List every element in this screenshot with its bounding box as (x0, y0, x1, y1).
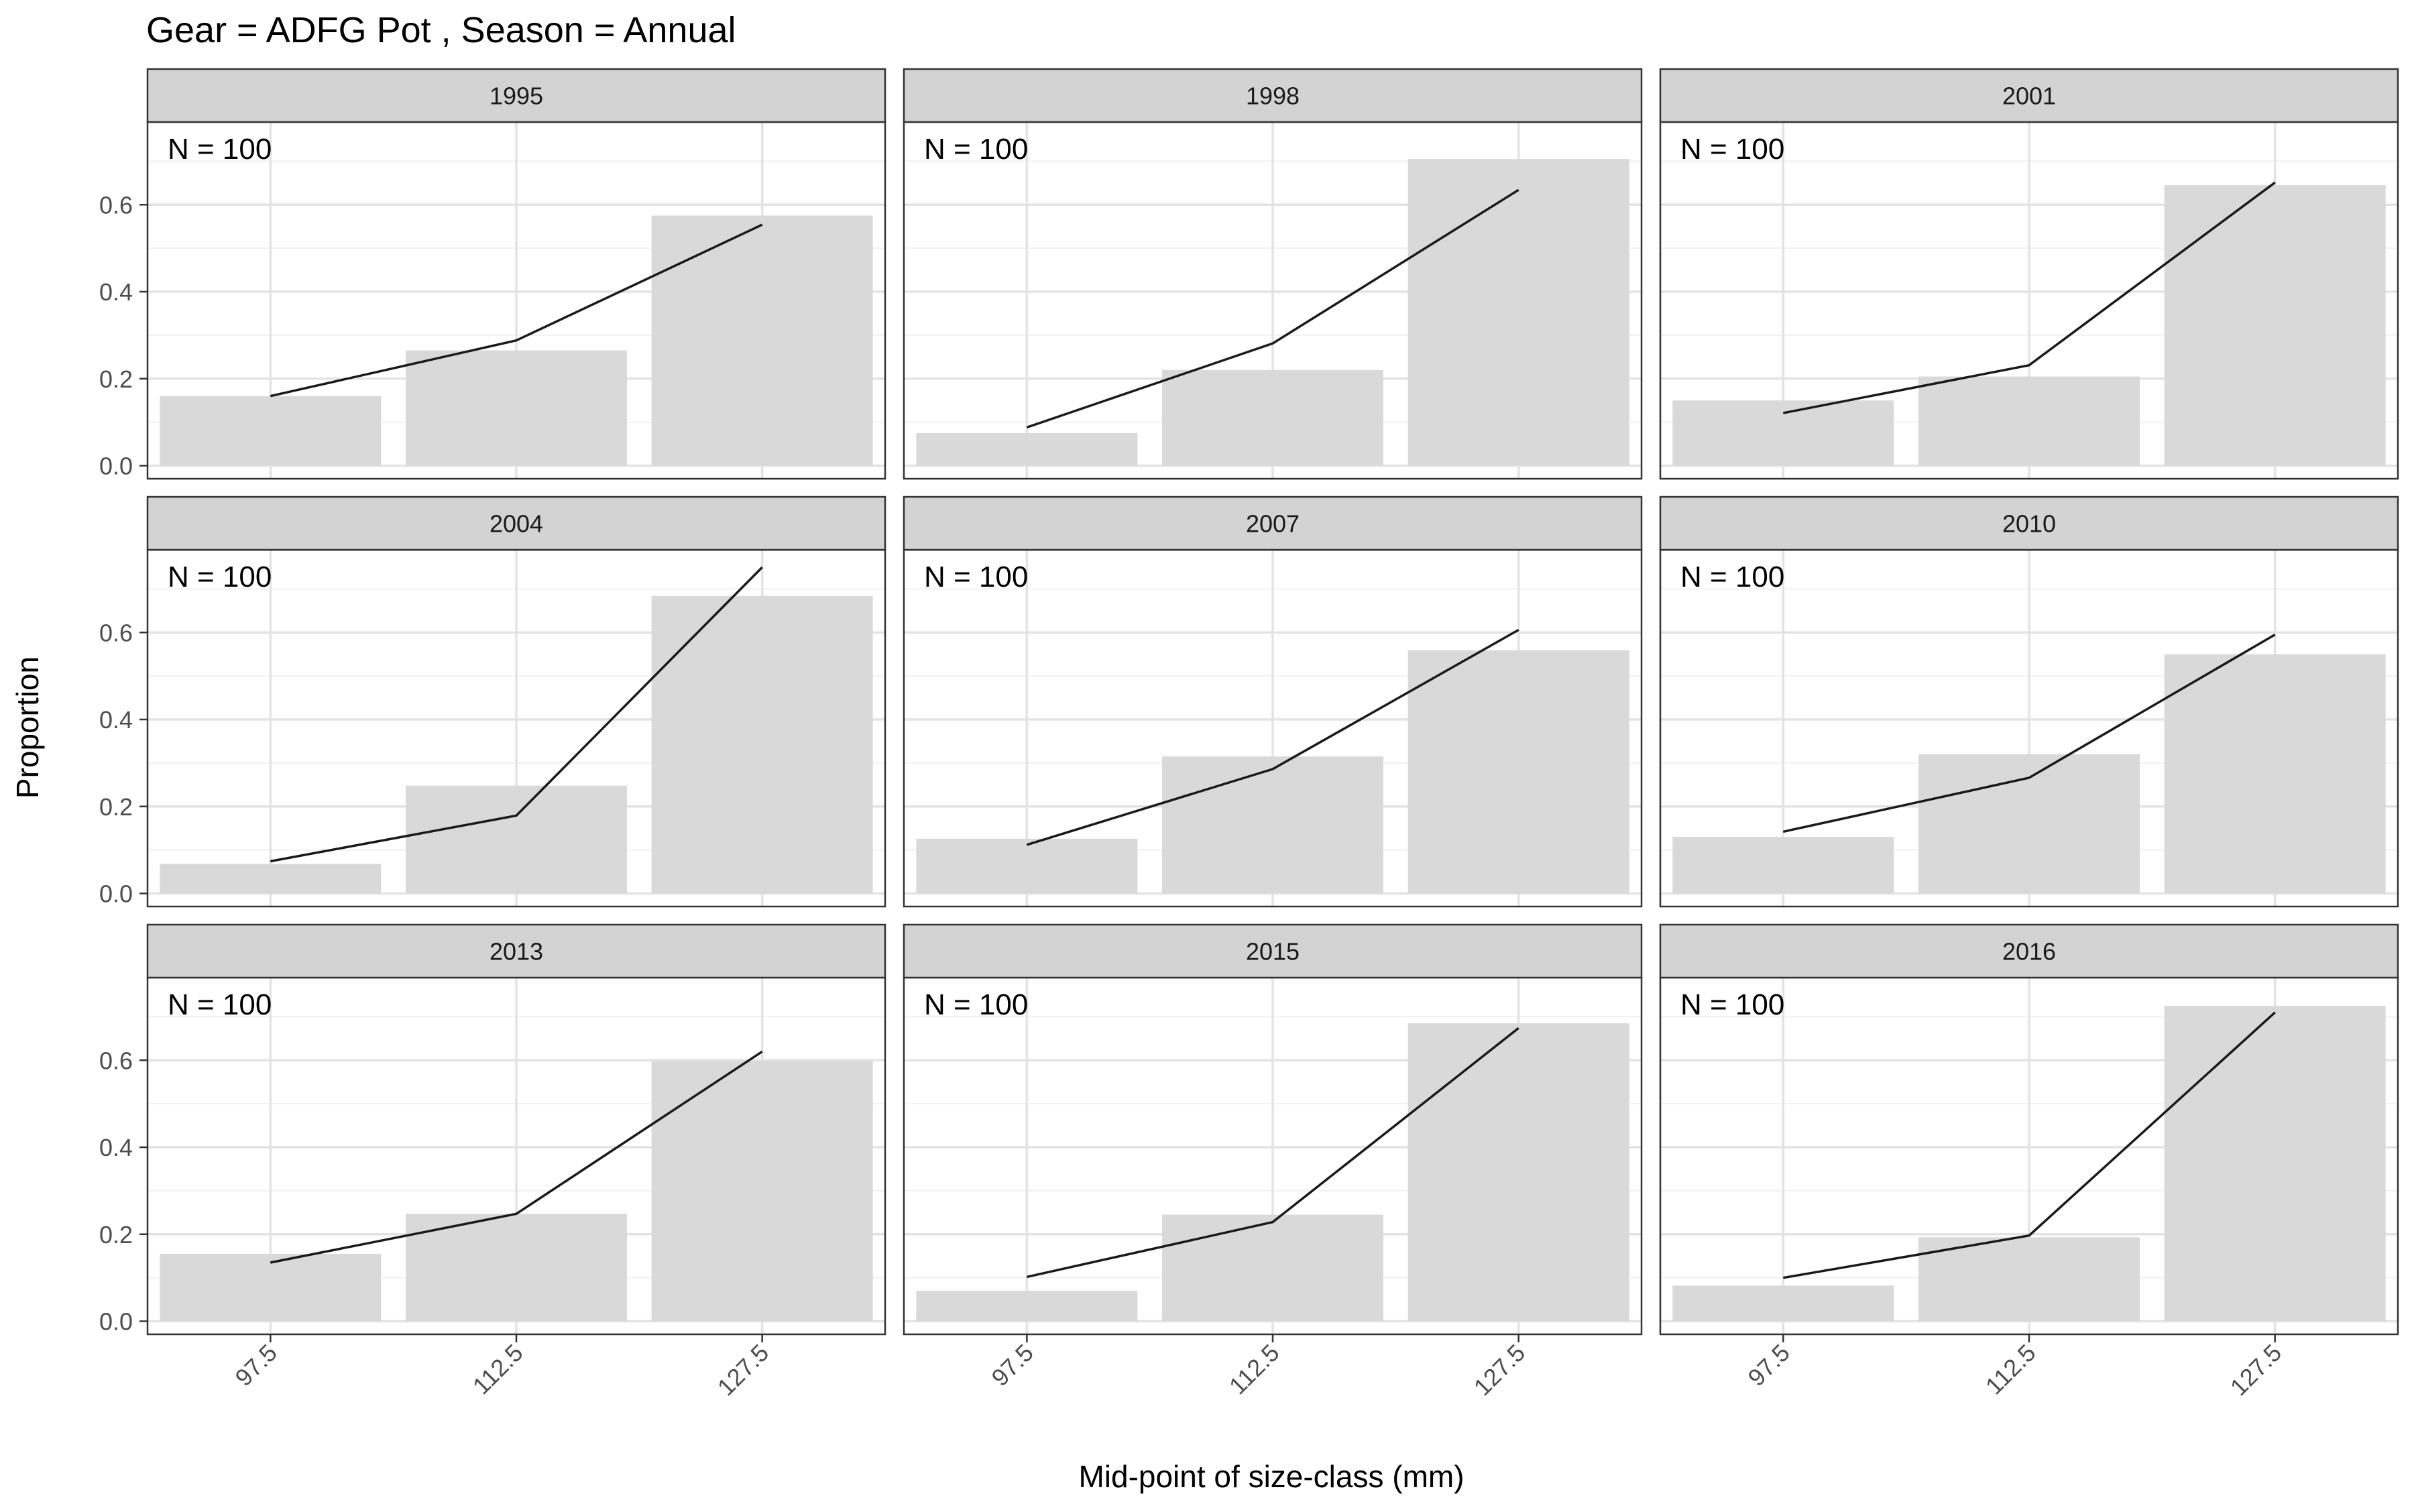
facet-strip-label: 2013 (490, 938, 543, 966)
bar-127.5 (2165, 1006, 2386, 1321)
y-tick-label: 0.6 (99, 1047, 133, 1074)
panel-annotation: N = 100 (924, 561, 1028, 593)
bar-97.5 (1672, 400, 1894, 465)
facet-strip-label: 2007 (1246, 510, 1300, 538)
facet-panel: 2004 N = 100 0.0 0.2 0.4 0.6 (99, 497, 885, 908)
bar-97.5 (160, 1254, 381, 1322)
bar-97.5 (1672, 1285, 1894, 1321)
x-axis-title: Mid-point of size-class (mm) (1078, 1459, 1464, 1494)
bar-127.5 (1408, 159, 1629, 465)
facet-panel: 2001 N = 100 (1660, 69, 2398, 479)
panel-annotation: N = 100 (1680, 133, 1784, 166)
facet-strip-label: 2001 (2002, 82, 2056, 110)
bar-97.5 (160, 864, 381, 893)
bar-112.5 (406, 786, 627, 894)
facet-panel: 1998 N = 100 (904, 69, 1642, 479)
y-tick-label: 0.0 (99, 1308, 133, 1336)
y-tick-label: 0.4 (99, 1134, 133, 1161)
bar-127.5 (1408, 1023, 1629, 1321)
y-tick-label: 0.6 (99, 191, 133, 219)
x-tick-label: 127.5 (1469, 1339, 1531, 1401)
bar-97.5 (916, 433, 1137, 466)
facet-panel: 2013 N = 100 0.0 0.2 0.4 0.6 97.5 112.5 127.5 (99, 925, 885, 1401)
x-tick-label: 127.5 (712, 1339, 774, 1401)
x-tick-label: 112.5 (467, 1339, 528, 1400)
facet-strip-label: 2015 (1246, 938, 1300, 966)
y-tick-label: 0.0 (99, 453, 133, 480)
facet-panel: 1995 N = 100 0.0 0.2 0.4 0.6 (99, 69, 885, 480)
y-axis-title: Proportion (10, 656, 45, 799)
y-tick-label: 0.4 (99, 278, 133, 306)
y-tick-label: 0.6 (99, 619, 133, 646)
panel-annotation: N = 100 (1680, 988, 1784, 1021)
y-tick-label: 0.0 (99, 880, 133, 908)
y-tick-label: 0.2 (99, 365, 133, 393)
bar-127.5 (2165, 654, 2386, 894)
bar-112.5 (1162, 1215, 1383, 1322)
bar-97.5 (1672, 837, 1894, 893)
facet-strip-label: 2010 (2002, 510, 2056, 538)
x-tick-label: 112.5 (1980, 1339, 2041, 1400)
facet-panel: 2015 N = 100 97.5 112.5 127.5 (904, 925, 1642, 1401)
bar-127.5 (652, 215, 873, 465)
facet-panel: 2010 N = 100 (1660, 497, 2398, 907)
panels-layer: 1995 N = 100 0.0 0.2 0.4 0.6 1998 N = 100 2001 N … (99, 69, 2398, 1401)
chart-title: Gear = ADFG Pot , Season = Annual (146, 10, 736, 50)
facet-panel: 2016 N = 100 97.5 112.5 127.5 (1660, 925, 2398, 1401)
x-tick-label: 112.5 (1224, 1339, 1285, 1400)
facet-strip-label: 1995 (490, 82, 543, 110)
bar-112.5 (1918, 377, 2140, 466)
panel-annotation: N = 100 (1680, 561, 1784, 593)
bar-127.5 (1408, 650, 1629, 894)
bar-127.5 (2165, 185, 2386, 465)
y-tick-label: 0.2 (99, 793, 133, 821)
x-tick-label: 127.5 (2225, 1339, 2287, 1401)
facet-strip-label: 2004 (490, 510, 543, 538)
panel-annotation: N = 100 (924, 133, 1028, 166)
x-tick-label: 97.5 (986, 1339, 1039, 1392)
facet-strip-label: 2016 (2002, 938, 2056, 966)
x-tick-label: 97.5 (229, 1339, 282, 1392)
bar-97.5 (916, 1291, 1137, 1321)
panel-annotation: N = 100 (168, 988, 272, 1021)
y-tick-label: 0.2 (99, 1221, 133, 1248)
panel-annotation: N = 100 (168, 133, 272, 166)
panel-annotation: N = 100 (924, 988, 1028, 1021)
bar-127.5 (652, 596, 873, 894)
bar-112.5 (1918, 754, 2140, 894)
panel-annotation: N = 100 (168, 561, 272, 593)
bar-127.5 (652, 1061, 873, 1322)
y-tick-label: 0.4 (99, 706, 133, 734)
facet-panel: 2007 N = 100 (904, 497, 1642, 907)
x-tick-label: 97.5 (1742, 1339, 1795, 1392)
bar-112.5 (1162, 756, 1383, 893)
bar-97.5 (916, 839, 1137, 894)
bar-97.5 (160, 396, 381, 466)
bar-112.5 (406, 351, 627, 466)
bar-112.5 (1162, 370, 1383, 466)
facet-strip-label: 1998 (1246, 82, 1300, 110)
